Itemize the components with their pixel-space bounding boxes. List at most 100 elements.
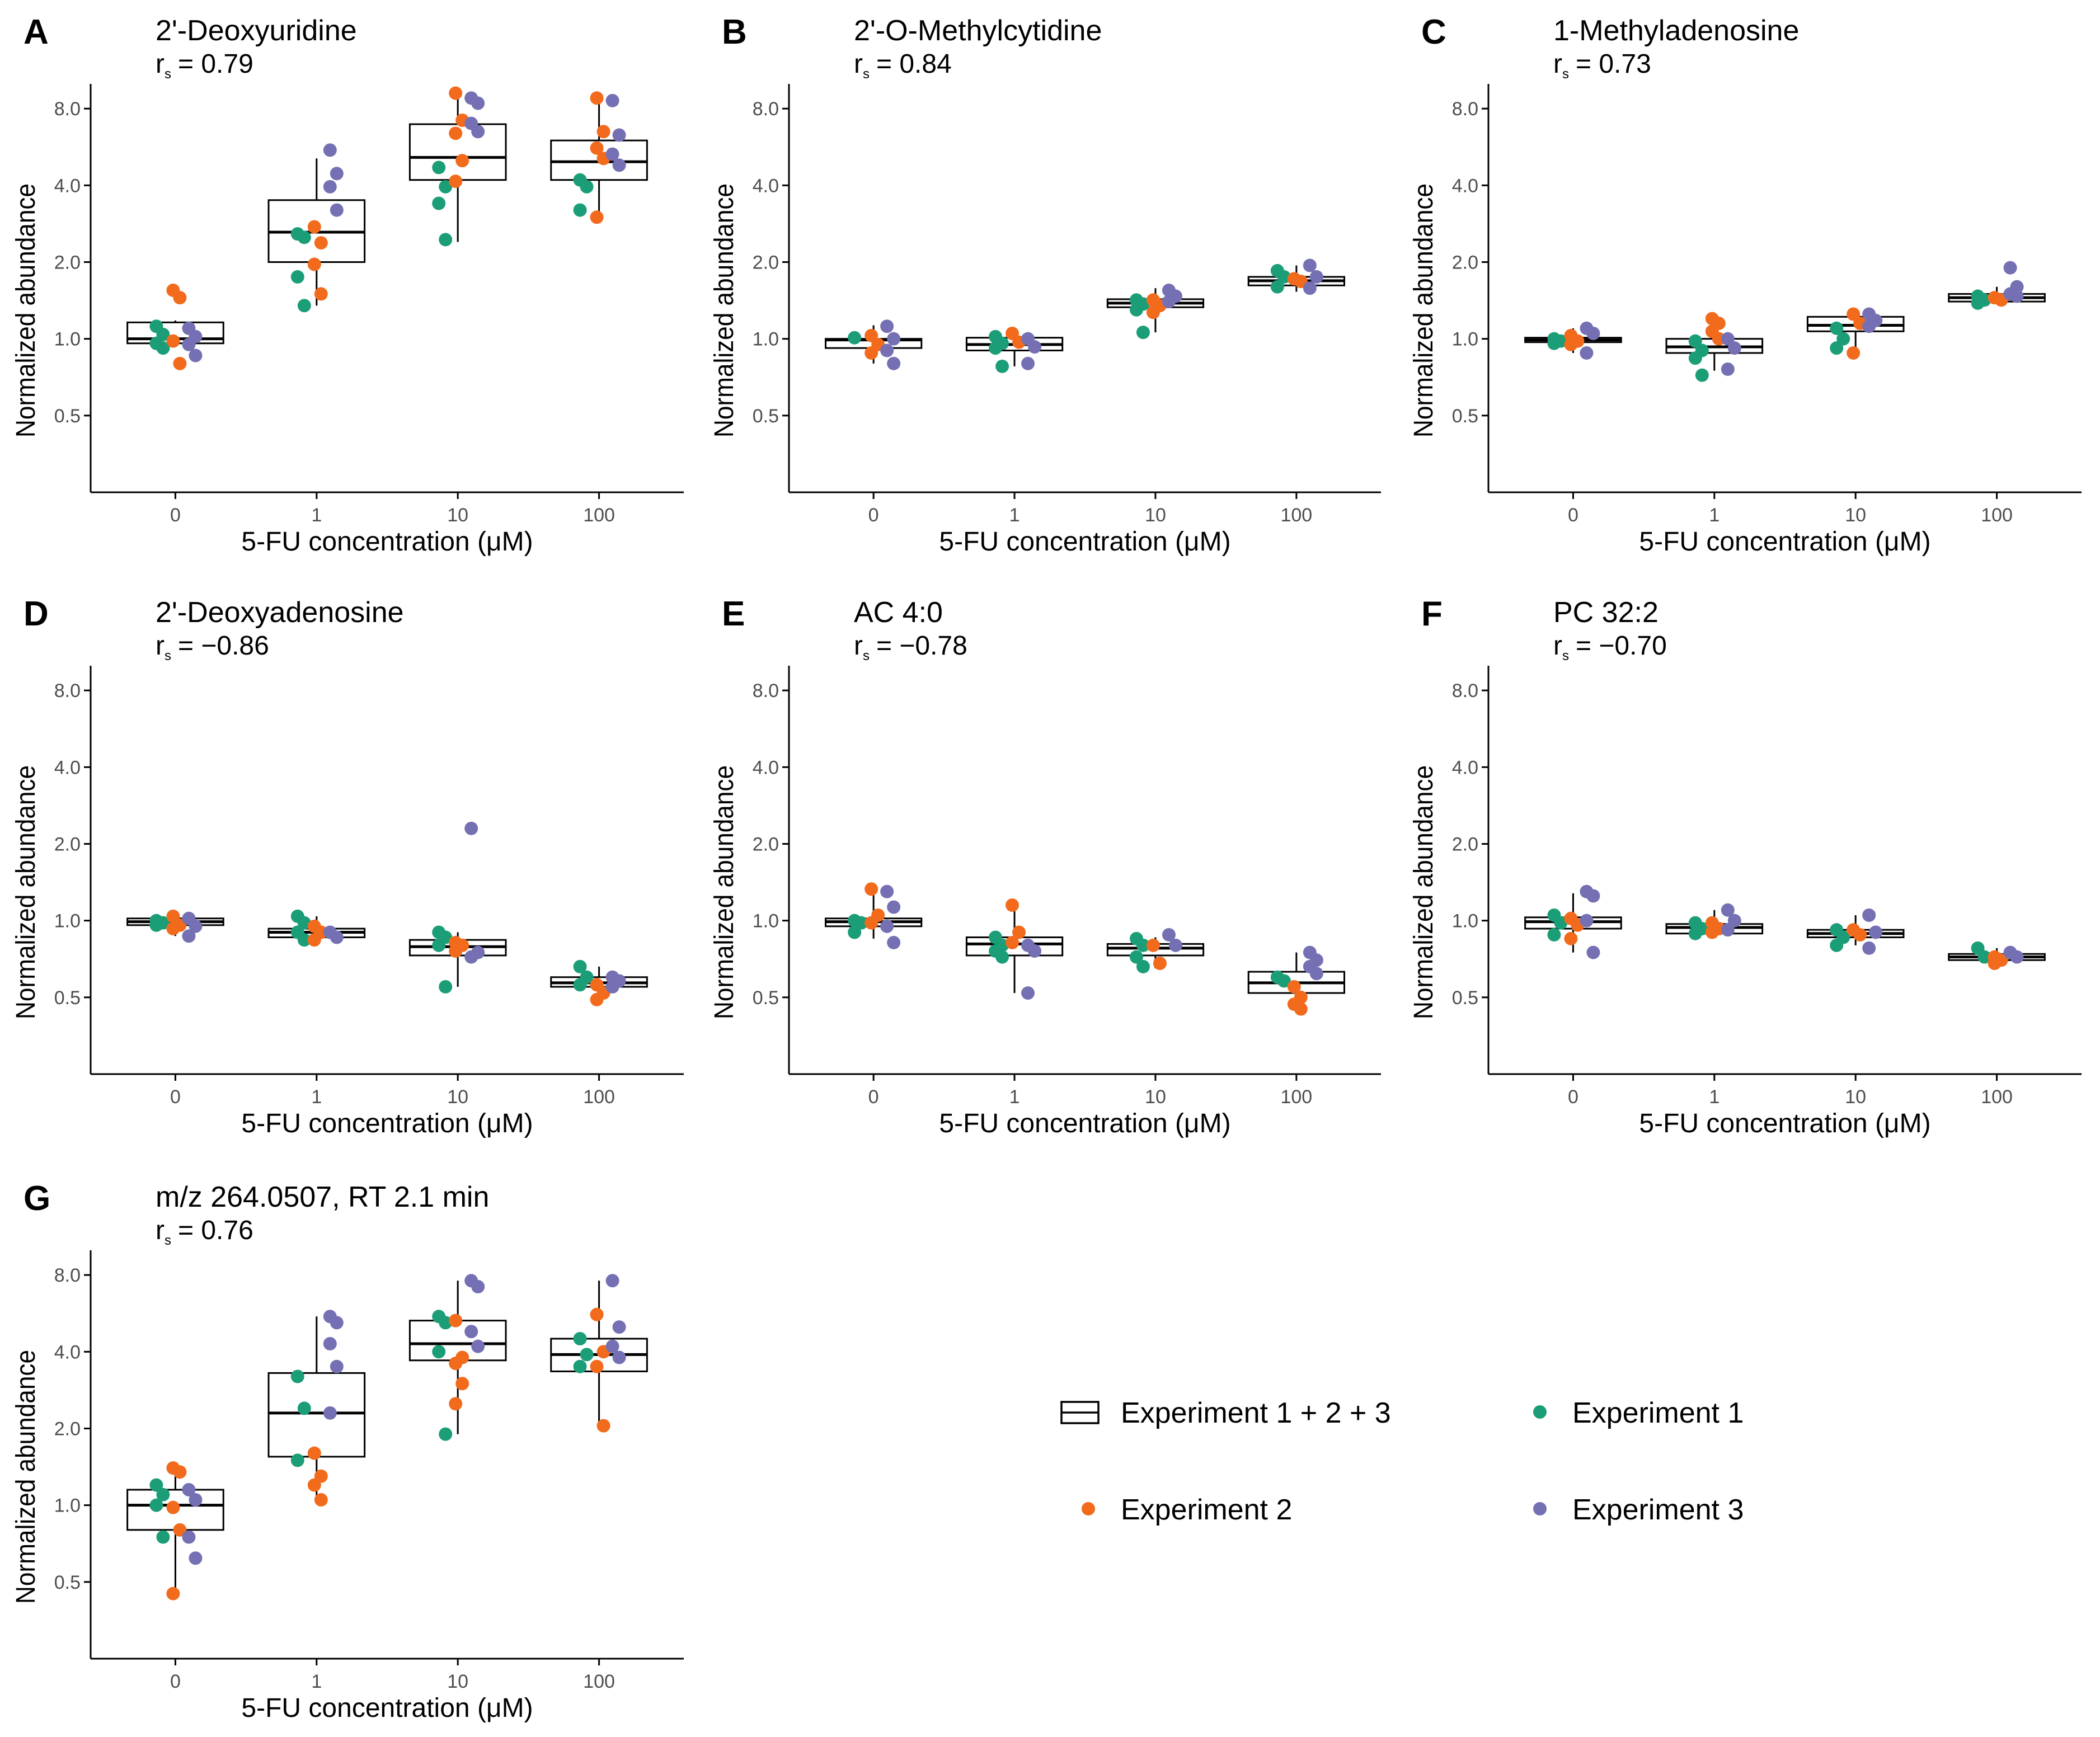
data-point-experiment-3 [1303,281,1317,295]
data-point-experiment-1 [573,203,587,217]
y-tick-label: 4.0 [54,757,81,778]
panel-title: AC 4:0 [854,596,943,629]
y-axis-title: Normalized abundance [10,1350,40,1604]
data-point-experiment-3 [880,343,894,357]
data-point-experiment-1 [989,341,1003,355]
data-point-experiment-2 [449,1314,463,1328]
data-point-experiment-2 [590,1359,604,1373]
y-tick-label: 1.0 [753,911,779,932]
data-point-experiment-3 [2010,950,2024,964]
data-point-experiment-1 [1688,334,1702,348]
data-point-experiment-3 [471,1280,485,1294]
legend-label-experiment-3: Experiment 3 [1572,1494,1744,1526]
data-point-experiment-3 [1580,346,1594,360]
data-point-experiment-3 [189,919,203,933]
data-point-experiment-2 [173,356,187,370]
y-tick-label: 1.0 [1452,329,1478,350]
x-axis-title: 5-FU concentration (μM) [939,527,1230,557]
x-tick-label: 1 [1009,1086,1020,1108]
y-axis-title: Normalized abundance [10,183,40,437]
data-point-experiment-2 [1153,956,1167,970]
y-tick-label: 0.5 [753,987,779,1009]
panel-title: 2'-Deoxyadenosine [156,596,404,629]
data-point-experiment-3 [323,180,337,194]
data-point-experiment-1 [1129,950,1143,964]
x-tick-label: 1 [1009,505,1020,526]
data-point-experiment-2 [590,141,604,155]
data-point-experiment-1 [1136,959,1150,973]
panel-e: E AC 4:0rs = −0.78 0.5 1.0 2.0 4.0 8.0 Normalize… [708,595,1381,1138]
data-point-experiment-1 [1554,916,1568,930]
data-point-experiment-1 [432,1345,446,1359]
y-tick-label: 0.5 [54,987,81,1009]
data-point-experiment-3 [182,1483,196,1497]
y-tick-label: 2.0 [54,1418,81,1439]
data-point-experiment-1 [432,938,446,952]
x-axis-title: 5-FU concentration (μM) [939,1109,1230,1138]
data-point-experiment-1 [297,299,311,313]
data-point-experiment-1 [1547,928,1561,942]
data-point-experiment-1 [439,1427,453,1441]
rs-label: rs = −0.78 [854,631,967,663]
data-point-experiment-1 [1270,280,1284,294]
data-point-experiment-1 [439,180,453,194]
x-tick-label: 0 [1568,1086,1578,1108]
data-point-experiment-2 [449,1397,463,1411]
y-tick-label: 0.5 [753,406,779,427]
data-point-experiment-2 [590,210,604,224]
data-point-experiment-3 [1727,341,1741,355]
data-point-experiment-3 [1586,327,1600,341]
panel-letter: A [24,13,49,51]
rs-label: rs = 0.79 [156,49,253,82]
data-point-experiment-1 [290,270,304,284]
data-point-experiment-1 [1136,326,1150,340]
data-point-experiment-1 [1129,303,1143,317]
y-tick-label: 0.5 [1452,987,1478,1009]
data-point-experiment-3 [1727,914,1741,928]
y-tick-label: 4.0 [753,757,779,778]
data-point-experiment-2 [1847,346,1861,360]
panel-title: m/z 264.0507, RT 2.1 min [156,1181,489,1213]
data-point-experiment-2 [590,992,604,1006]
data-point-experiment-3 [605,93,619,107]
data-point-experiment-1 [439,1316,453,1330]
x-axis-title: 5-FU concentration (μM) [241,527,533,557]
x-tick-label: 0 [170,505,181,526]
data-point-experiment-2 [1146,938,1160,952]
panel-letter: F [1421,595,1443,633]
rs-label: rs = 0.76 [156,1216,253,1248]
data-point-experiment-2 [449,1357,463,1371]
data-point-experiment-2 [1006,898,1020,912]
y-tick-label: 2.0 [1452,252,1478,273]
data-point-experiment-1 [297,1401,311,1415]
data-point-experiment-3 [887,935,901,949]
data-point-experiment-3 [887,356,901,370]
legend-label-experiment-2: Experiment 2 [1121,1494,1292,1526]
data-point-experiment-3 [1162,295,1176,309]
data-point-experiment-2 [596,125,610,139]
panel-letter: C [1421,13,1446,51]
legend-item-experiment-1: Experiment 1 [1533,1397,1744,1429]
data-point-experiment-1 [149,1498,163,1512]
y-tick-label: 1.0 [54,329,81,350]
y-tick-label: 8.0 [753,680,779,702]
x-tick-label: 1 [311,505,322,526]
data-point-experiment-3 [330,930,344,944]
data-point-experiment-3 [464,1325,478,1339]
data-point-experiment-3 [1021,356,1035,370]
data-point-experiment-3 [1021,986,1035,1000]
y-tick-label: 2.0 [753,252,779,273]
data-point-experiment-2 [307,1478,321,1492]
y-tick-label: 2.0 [753,834,779,855]
data-point-experiment-1 [580,1348,594,1362]
data-point-experiment-1 [1136,938,1150,952]
data-point-experiment-2 [166,334,180,348]
data-point-experiment-3 [612,128,626,142]
data-point-experiment-2 [596,1419,610,1433]
data-point-experiment-1 [573,1332,587,1346]
